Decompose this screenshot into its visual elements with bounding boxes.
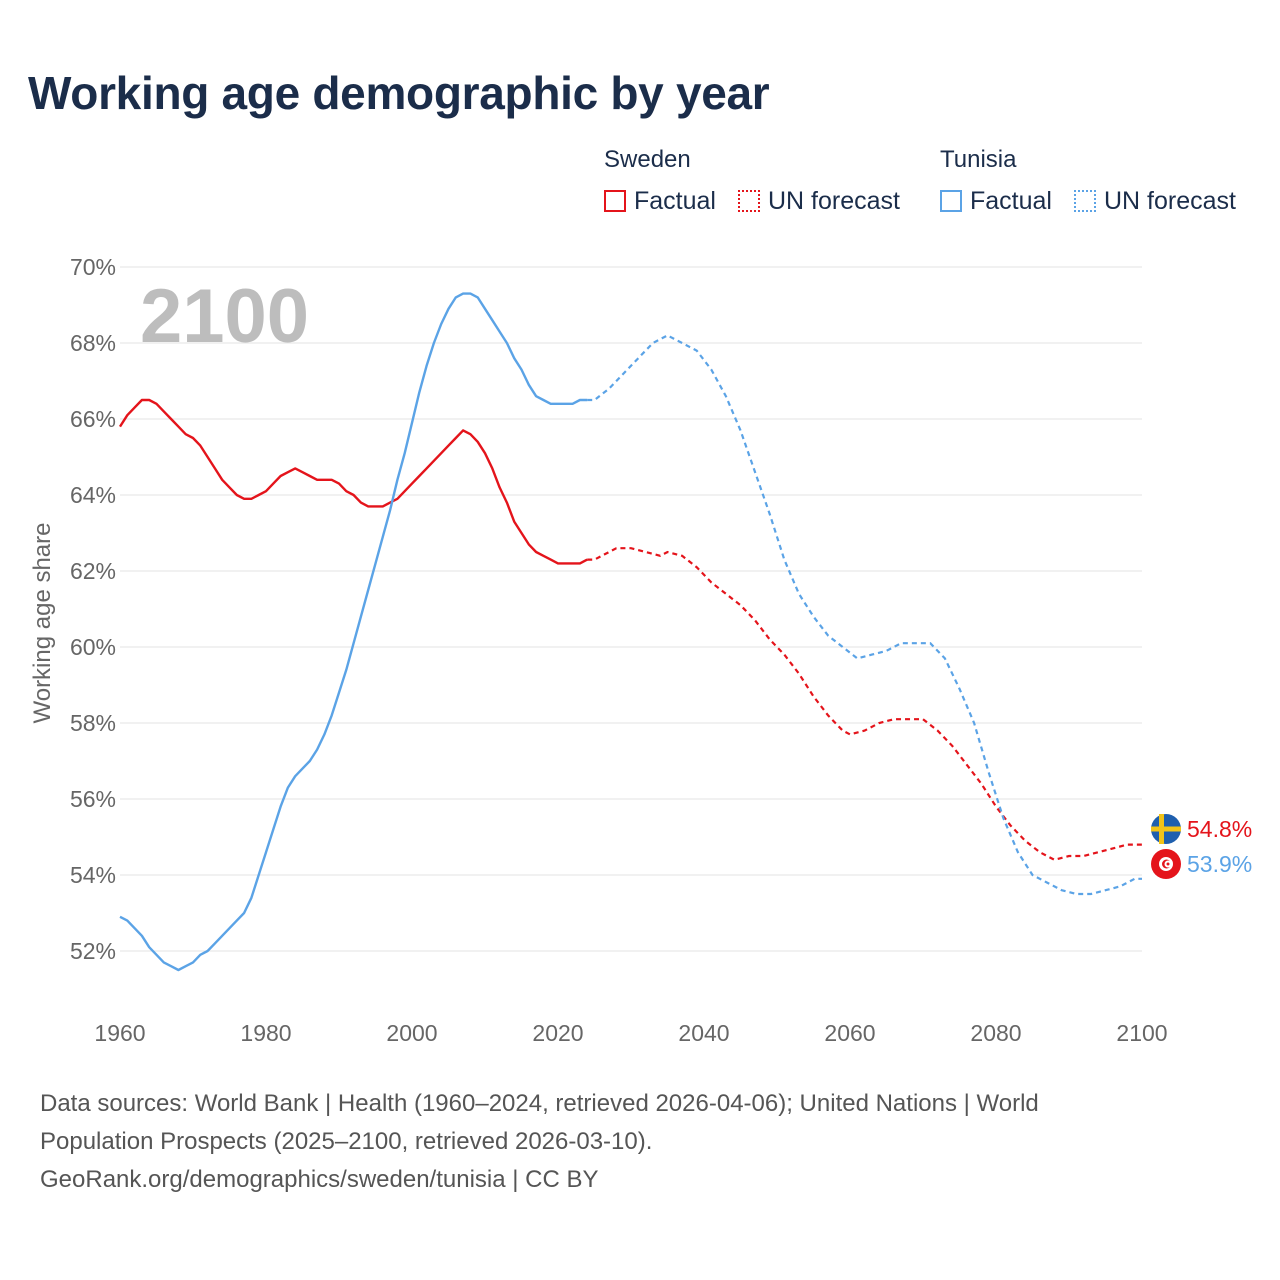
legend-label: Factual [634, 186, 716, 215]
legend-label: UN forecast [1104, 186, 1236, 215]
x-tick-label: 1960 [94, 1020, 145, 1046]
y-axis-ticks: 52% 54% 56% 58% 60% 62% 64% 66% 68% 70% [70, 254, 116, 964]
tunisia-end-value-label: 53.9% [1187, 851, 1252, 877]
y-tick-label: 58% [70, 710, 116, 736]
y-tick-label: 60% [70, 634, 116, 660]
legend-item-sweden-factual[interactable]: Factual [604, 186, 716, 216]
x-tick-label: 1980 [240, 1020, 291, 1046]
sweden-forecast-line [587, 547, 1142, 861]
legend-group-tunisia: Tunisia [940, 146, 1017, 173]
series-lines [118, 292, 1142, 972]
tunisia-factual-line [119, 292, 588, 972]
y-tick-label: 52% [70, 938, 116, 964]
flag-star [1166, 862, 1170, 866]
y-tick-label: 62% [70, 558, 116, 584]
legend-item-sweden-forecast[interactable]: UN forecast [738, 186, 900, 216]
y-tick-label: 64% [70, 482, 116, 508]
x-tick-label: 2080 [970, 1020, 1021, 1046]
sweden-flag [1151, 814, 1181, 844]
y-tick-label: 56% [70, 786, 116, 812]
year-watermark: 2100 [140, 274, 309, 359]
chart-title: Working age demographic by year [28, 67, 770, 119]
legend-swatch-solid [940, 190, 962, 212]
x-tick-label: 2100 [1116, 1020, 1167, 1046]
x-tick-label: 2040 [678, 1020, 729, 1046]
x-tick-label: 2020 [532, 1020, 583, 1046]
tunisia-forecast-line [587, 334, 1142, 896]
sweden-end-value-label: 54.8% [1187, 816, 1252, 842]
footer-sources-line2: Population Prospects (2025–2100, retriev… [40, 1128, 653, 1155]
legend-swatch-dotted [738, 190, 760, 212]
footer-credit[interactable]: GeoRank.org/demographics/sweden/tunisia … [40, 1166, 599, 1193]
grid-lines [120, 266, 1142, 952]
legend-swatch-dotted [1074, 190, 1096, 212]
y-axis-label: Working age share [29, 523, 56, 724]
y-tick-label: 66% [70, 406, 116, 432]
legend-item-tunisia-factual[interactable]: Factual [940, 186, 1052, 216]
legend-label: UN forecast [768, 186, 900, 215]
sweden-factual-line [118, 398, 588, 565]
x-tick-label: 2000 [386, 1020, 437, 1046]
legend-label: Factual [970, 186, 1052, 215]
y-tick-label: 54% [70, 862, 116, 888]
footer-sources-line1: Data sources: World Bank | Health (1960–… [40, 1090, 1039, 1117]
tunisia-flag [1151, 849, 1181, 879]
x-tick-label: 2060 [824, 1020, 875, 1046]
x-axis-ticks: 1960 1980 2000 2020 2040 2060 2080 2100 [94, 1020, 1167, 1046]
y-tick-label: 68% [70, 330, 116, 356]
y-tick-label: 70% [70, 254, 116, 280]
legend-item-tunisia-forecast[interactable]: UN forecast [1074, 186, 1236, 216]
legend-group-sweden: Sweden [604, 146, 691, 173]
legend-swatch-solid [604, 190, 626, 212]
flag-cross-horizontal [1151, 826, 1181, 832]
series-end-labels: 54.8% 53.9% [1151, 814, 1252, 879]
